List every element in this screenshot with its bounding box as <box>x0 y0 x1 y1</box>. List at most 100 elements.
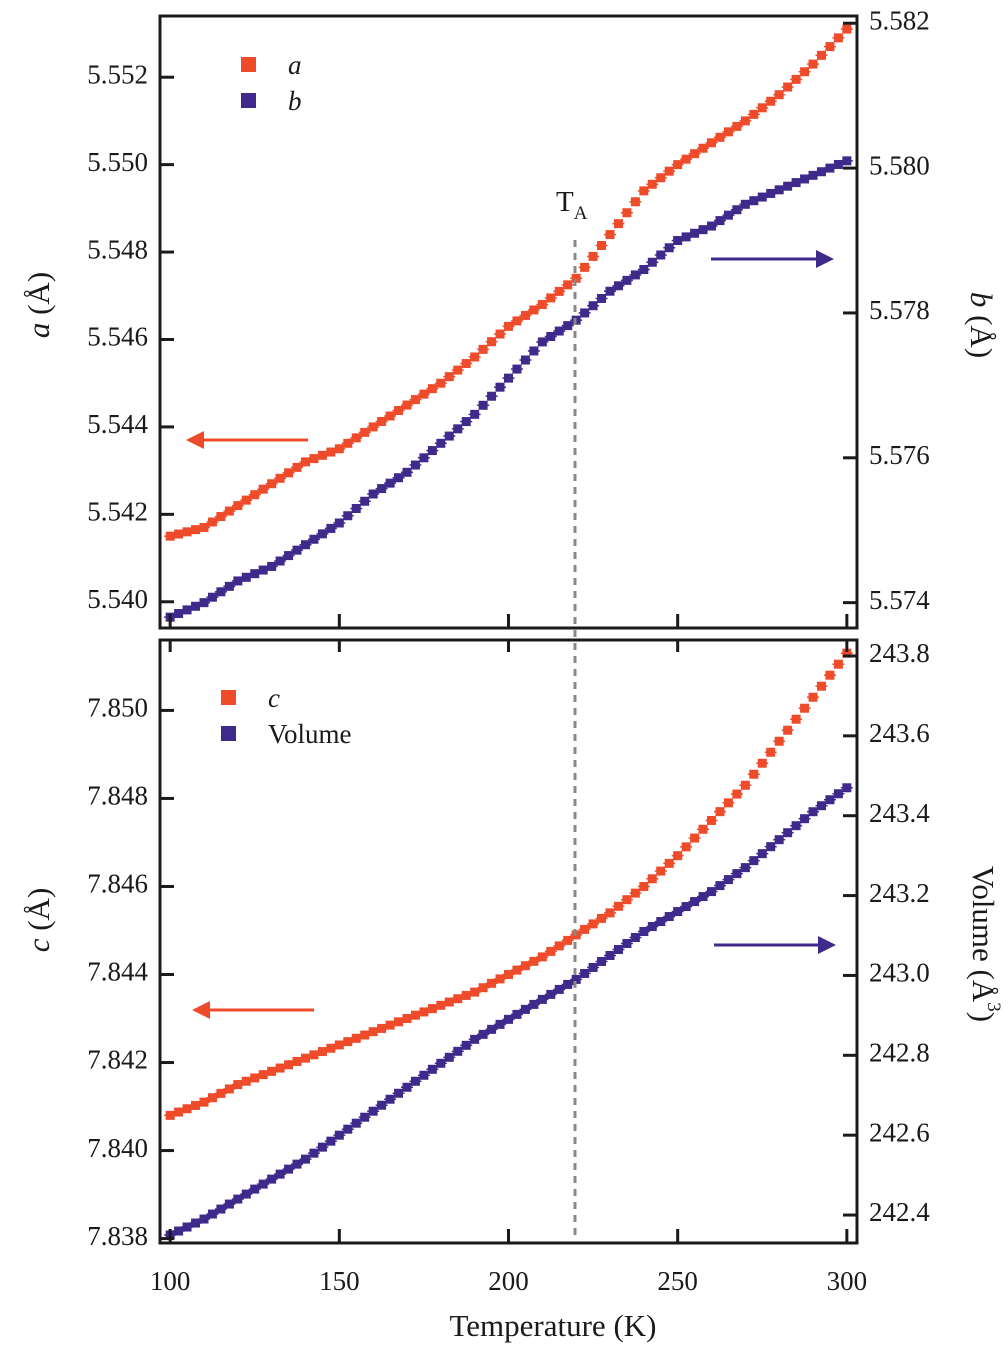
bottom-point-volume <box>527 999 540 1009</box>
point-marker <box>605 950 615 960</box>
bottom-left-tick-label: 7.846 <box>87 869 148 899</box>
top-point-b <box>375 484 388 494</box>
bottom-point-c <box>722 798 735 808</box>
bottom-point-c <box>790 714 803 724</box>
top-point-a <box>697 143 710 153</box>
point-marker <box>258 1179 268 1189</box>
point-marker <box>749 856 759 866</box>
bottom-point-volume <box>426 1064 439 1074</box>
point-marker <box>182 605 192 615</box>
bottom-point-volume <box>747 856 760 866</box>
bottom-point-volume <box>756 849 769 859</box>
top-right-tick-label: 5.574 <box>869 585 930 615</box>
point-marker <box>681 154 691 164</box>
bottom-point-volume <box>815 801 828 811</box>
point-marker <box>207 517 217 527</box>
point-marker <box>537 994 547 1004</box>
point-marker <box>191 601 201 611</box>
point-marker <box>664 166 674 176</box>
point-marker <box>808 170 818 180</box>
bottom-point-c <box>807 692 820 702</box>
top-point-b <box>384 478 397 488</box>
top-point-b <box>587 301 600 311</box>
point-marker <box>715 216 725 226</box>
top-point-a <box>620 208 633 218</box>
top-point-b <box>307 534 320 544</box>
top-point-a <box>705 138 718 148</box>
bottom-right-tick-label: 242.4 <box>869 1197 930 1227</box>
point-marker <box>723 875 733 885</box>
point-marker <box>334 1130 344 1140</box>
point-marker <box>368 1027 378 1037</box>
point-marker <box>732 789 742 799</box>
top-right-tick-label: 5.576 <box>869 440 930 470</box>
point-marker <box>495 1019 505 1029</box>
bottom-left-axis-label: c (Å) <box>21 888 56 953</box>
bottom-point-volume <box>722 875 735 885</box>
point-marker <box>546 989 556 999</box>
bottom-point-volume <box>291 1159 304 1169</box>
bottom-point-c <box>663 858 676 868</box>
point-marker <box>233 576 243 586</box>
point-marker <box>647 257 657 267</box>
bottom-point-volume <box>612 944 625 954</box>
bottom-point-volume <box>680 902 693 912</box>
top-point-b <box>214 587 227 597</box>
top-point-a <box>604 230 617 240</box>
bottom-point-volume <box>307 1148 320 1158</box>
point-marker <box>613 901 623 911</box>
top-point-a <box>206 517 219 527</box>
top-data-points <box>164 24 853 622</box>
point-marker <box>673 851 683 861</box>
point-marker <box>520 310 530 320</box>
top-point-b <box>316 529 329 539</box>
point-marker <box>757 758 767 768</box>
point-marker <box>580 968 590 978</box>
point-marker <box>453 994 463 1004</box>
bottom-point-c <box>578 924 591 934</box>
top-point-a <box>654 173 667 183</box>
point-marker <box>580 308 590 318</box>
top-point-b <box>333 518 346 528</box>
point-marker <box>427 1064 437 1074</box>
point-marker <box>639 881 649 891</box>
point-marker <box>808 807 818 817</box>
point-marker <box>588 301 598 311</box>
point-marker <box>267 561 277 571</box>
top-point-a <box>400 400 413 410</box>
top-point-b <box>324 523 337 533</box>
point-marker <box>284 468 294 478</box>
bottom-data-points <box>164 648 853 1240</box>
bottom-point-volume <box>595 956 608 966</box>
point-marker <box>224 1084 234 1094</box>
point-marker <box>224 1199 234 1209</box>
bottom-point-c <box>840 648 853 658</box>
point-marker <box>690 833 700 843</box>
point-marker <box>300 1154 310 1164</box>
bottom-point-c <box>705 815 718 825</box>
point-marker <box>664 912 674 922</box>
point-marker <box>292 1056 302 1066</box>
point-marker <box>250 490 260 500</box>
bottom-point-volume <box>434 1058 447 1068</box>
bottom-point-volume <box>646 922 659 932</box>
legend-swatch-a <box>241 57 256 72</box>
point-marker <box>715 132 725 142</box>
bottom-point-volume <box>713 881 726 891</box>
bottom-point-volume <box>798 814 811 824</box>
top-point-b <box>713 216 726 226</box>
bottom-point-c <box>646 874 659 884</box>
point-marker <box>444 1052 454 1062</box>
point-marker <box>673 160 683 170</box>
point-marker <box>656 917 666 927</box>
point-marker <box>495 329 505 339</box>
point-marker <box>351 1033 361 1043</box>
point-marker <box>732 205 742 215</box>
x-tick-label: 200 <box>488 1266 529 1296</box>
bottom-point-volume <box>316 1142 329 1152</box>
top-point-a <box>223 506 236 516</box>
top-point-a <box>375 416 388 426</box>
top-point-b <box>620 275 633 285</box>
legend-label-volume: Volume <box>268 719 352 749</box>
top-point-a <box>781 82 794 92</box>
